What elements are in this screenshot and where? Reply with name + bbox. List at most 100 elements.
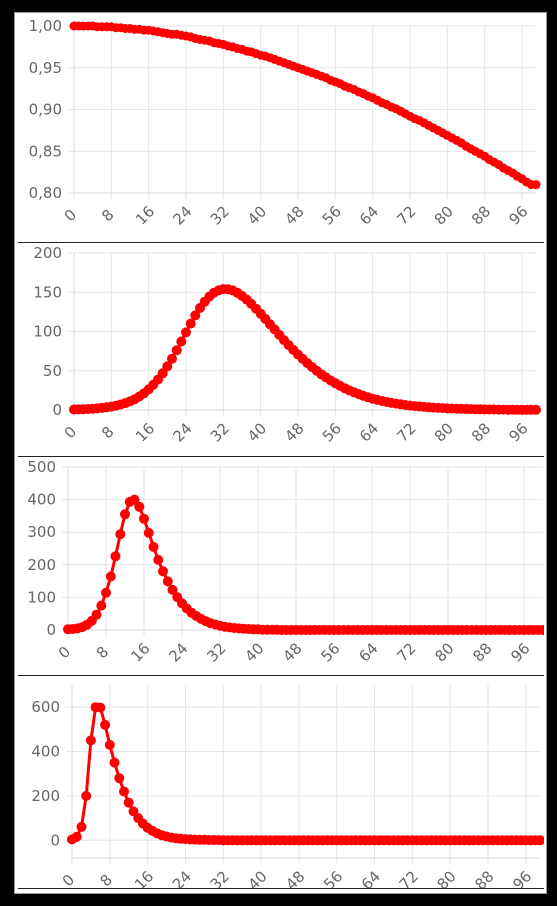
data-point	[120, 509, 130, 520]
x-tick-label: 24	[169, 867, 195, 888]
y-tick-label: 400	[27, 491, 56, 509]
chart-1-svg: 1,00 0,95 0,90 0,85 0,80 0 8 16 24 32 40 48 56 64 72 80…	[29, 17, 541, 229]
data-point	[139, 513, 149, 524]
x-tick-label: 24	[165, 639, 191, 665]
data-point	[167, 353, 177, 364]
x-tick-label: 32	[207, 419, 233, 445]
x-tick-label: 88	[471, 867, 497, 888]
x-tick-label: 16	[127, 639, 153, 665]
x-tick-label: 88	[468, 419, 494, 445]
data-point	[91, 609, 102, 620]
data-point	[85, 735, 96, 746]
x-tick-label: 8	[97, 871, 116, 888]
x-tick-label: 8	[93, 643, 112, 662]
data-point	[129, 494, 140, 505]
data-point	[76, 821, 87, 832]
x-tick-label: 56	[319, 202, 345, 228]
y-tick-label: 600	[31, 698, 60, 716]
y-tick-label: 100	[27, 588, 56, 606]
x-tick-label: 48	[282, 867, 308, 888]
x-tick-label: 80	[434, 867, 460, 888]
x-tick-label: 96	[507, 639, 533, 665]
data-point	[190, 310, 201, 321]
x-tick-label: 8	[98, 206, 117, 225]
data-point	[531, 180, 541, 190]
y-tick-label: 150	[33, 283, 62, 301]
y-tick-label: 1,00	[29, 17, 62, 35]
data-point	[115, 529, 126, 540]
data-point	[162, 361, 173, 372]
x-tick-label: 96	[505, 202, 531, 228]
x-tick-label: 8	[98, 423, 117, 442]
data-point	[110, 551, 121, 562]
data-point	[114, 773, 125, 784]
data-point	[531, 404, 541, 415]
y-tick-label: 0,90	[29, 101, 62, 119]
x-tick-label: 48	[281, 419, 307, 445]
x-tick-label: 16	[132, 419, 158, 445]
y-tick-label: 0	[50, 831, 60, 849]
x-tick-label: 64	[356, 419, 382, 445]
data-point	[148, 541, 159, 552]
x-tick-label: 32	[207, 867, 233, 888]
x-tick-label: 56	[319, 419, 345, 445]
x-tick-label: 64	[356, 202, 382, 228]
x-tick-label: 88	[469, 639, 495, 665]
data-point	[81, 790, 92, 801]
data-point	[101, 587, 111, 598]
data-point	[162, 576, 173, 587]
y-tick-label: 0,85	[29, 142, 62, 160]
data-point	[96, 600, 107, 611]
data-point	[185, 318, 196, 329]
x-tick-label: 64	[358, 867, 384, 888]
x-tick-label: 64	[355, 639, 381, 665]
y-tick-label: 0,95	[29, 59, 62, 77]
x-tick-label: 48	[281, 202, 307, 228]
y-tick-label: 200	[27, 556, 56, 574]
x-tick-label: 56	[317, 639, 343, 665]
x-tick-label: 24	[169, 202, 195, 228]
data-point	[143, 527, 154, 538]
chart-panel-2: 200 150 100 50 0 0 8 16 24 32 40 48 56 64 72 80 88 96	[18, 243, 544, 457]
data-point	[176, 336, 187, 347]
x-tick-label: 40	[244, 419, 270, 445]
data-point	[123, 797, 134, 808]
y-tick-label: 300	[27, 523, 56, 541]
y-tick-label: 0	[46, 621, 56, 639]
y-tick-label: 200	[33, 244, 62, 262]
y-tick-label: 100	[33, 323, 62, 341]
x-tick-label: 80	[431, 419, 457, 445]
x-tick-label: 32	[203, 639, 229, 665]
y-tick-label: 400	[31, 743, 60, 761]
x-tick-label: 40	[244, 867, 270, 888]
x-tick-label: 72	[396, 867, 422, 888]
x-tick-label: 88	[468, 202, 494, 228]
x-tick-label: 16	[132, 202, 158, 228]
data-point	[105, 571, 116, 582]
x-tick-label: 0	[61, 206, 80, 225]
x-tick-label: 96	[505, 419, 531, 445]
data-point	[109, 757, 120, 768]
series-line	[74, 24, 536, 187]
data-point	[134, 501, 145, 512]
y-tick-label: 500	[27, 458, 56, 476]
x-tick-label: 72	[393, 419, 419, 445]
x-tick-label: 0	[61, 423, 80, 442]
y-tick-label: 0	[52, 401, 62, 419]
x-tick-label: 24	[169, 419, 195, 445]
y-tick-label: 0,80	[29, 184, 62, 202]
x-tick-label: 40	[241, 639, 267, 665]
data-point	[181, 327, 191, 338]
y-tick-label: 50	[43, 362, 62, 380]
chart-panel-4: 600 400 200 0 0 8 16 24 32 40 48 56 64 72 80 88 96	[18, 676, 544, 889]
x-tick-label: 96	[509, 867, 535, 888]
y-tick-label: 200	[31, 787, 60, 805]
chart-panel-1: 1,00 0,95 0,90 0,85 0,80 0 8 16 24 32 40 48 56 64 72 80…	[18, 14, 544, 243]
data-point	[158, 566, 168, 577]
data-point	[104, 739, 115, 750]
data-point	[100, 719, 111, 730]
x-tick-label: 16	[131, 867, 157, 888]
data-point	[119, 786, 129, 797]
